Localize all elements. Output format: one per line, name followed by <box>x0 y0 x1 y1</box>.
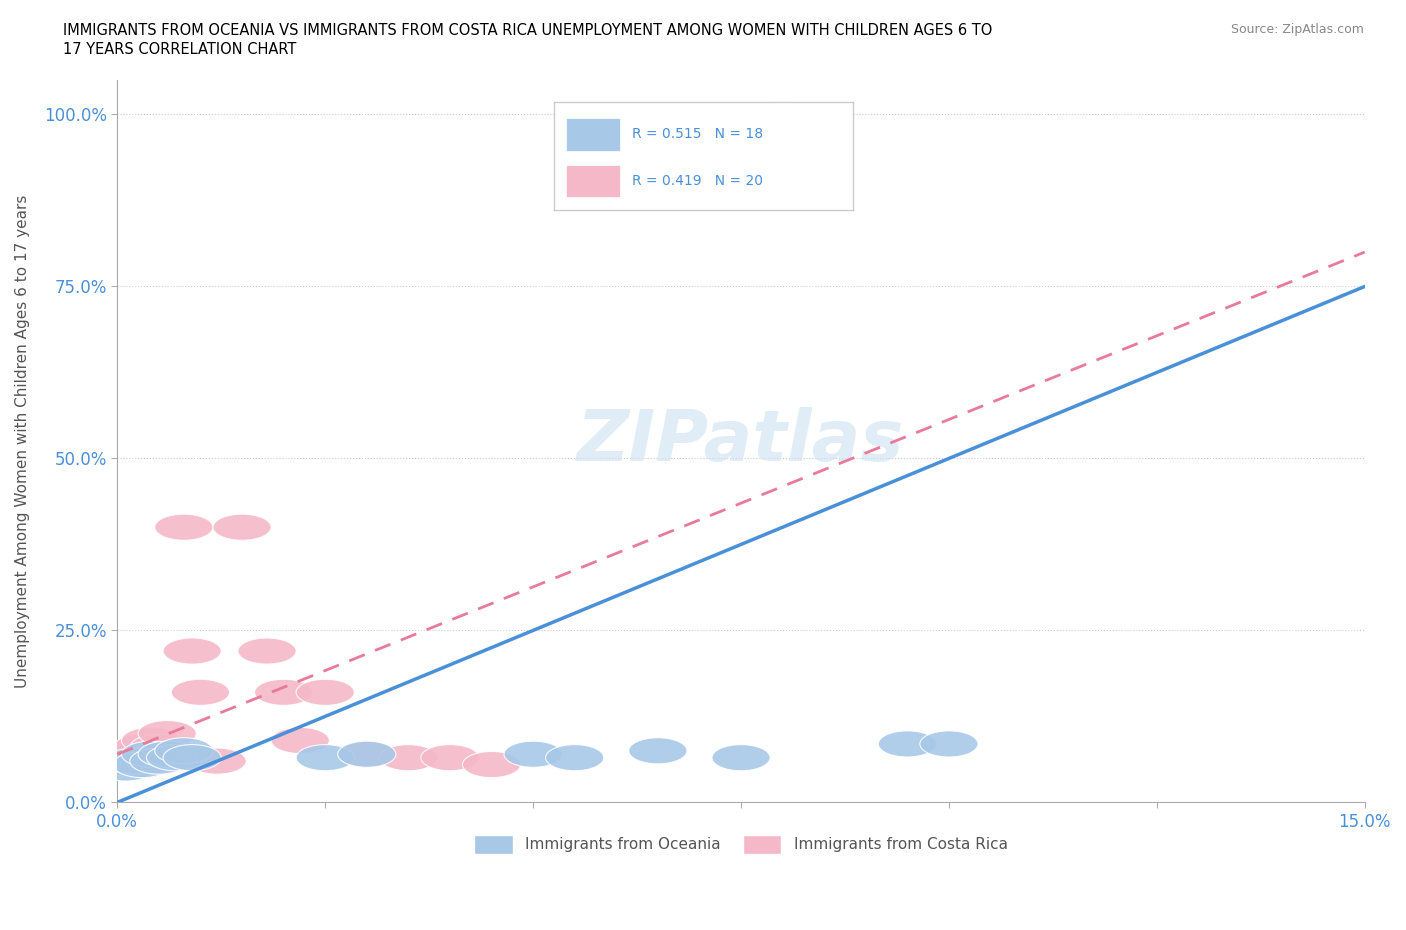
Ellipse shape <box>212 514 271 540</box>
Ellipse shape <box>97 755 155 781</box>
Ellipse shape <box>463 751 520 777</box>
Ellipse shape <box>297 745 354 771</box>
Ellipse shape <box>754 101 811 127</box>
Ellipse shape <box>163 638 221 664</box>
Y-axis label: Unemployment Among Women with Children Ages 6 to 17 years: Unemployment Among Women with Children A… <box>15 194 30 688</box>
Ellipse shape <box>271 727 329 753</box>
Ellipse shape <box>628 737 688 764</box>
Ellipse shape <box>146 741 205 767</box>
Ellipse shape <box>503 741 562 767</box>
Ellipse shape <box>380 745 437 771</box>
Ellipse shape <box>238 638 297 664</box>
Ellipse shape <box>138 741 197 767</box>
Ellipse shape <box>121 727 180 753</box>
Ellipse shape <box>337 741 396 767</box>
Ellipse shape <box>879 731 936 757</box>
Ellipse shape <box>155 514 212 540</box>
Ellipse shape <box>105 748 163 774</box>
Ellipse shape <box>546 745 603 771</box>
Ellipse shape <box>105 748 163 774</box>
Text: ZIPatlas: ZIPatlas <box>578 406 904 476</box>
Ellipse shape <box>172 679 229 705</box>
Ellipse shape <box>138 721 197 747</box>
Ellipse shape <box>155 737 212 764</box>
Ellipse shape <box>121 741 180 767</box>
Ellipse shape <box>920 731 979 757</box>
Ellipse shape <box>254 679 312 705</box>
Text: IMMIGRANTS FROM OCEANIA VS IMMIGRANTS FROM COSTA RICA UNEMPLOYMENT AMONG WOMEN W: IMMIGRANTS FROM OCEANIA VS IMMIGRANTS FR… <box>63 23 993 38</box>
Ellipse shape <box>129 735 188 761</box>
Ellipse shape <box>297 679 354 705</box>
Text: Source: ZipAtlas.com: Source: ZipAtlas.com <box>1230 23 1364 36</box>
Ellipse shape <box>163 745 221 771</box>
Ellipse shape <box>112 751 172 777</box>
Ellipse shape <box>188 748 246 774</box>
Text: 17 YEARS CORRELATION CHART: 17 YEARS CORRELATION CHART <box>63 42 297 57</box>
Ellipse shape <box>97 741 155 767</box>
Ellipse shape <box>112 735 172 761</box>
Ellipse shape <box>146 745 205 771</box>
Ellipse shape <box>129 748 188 774</box>
Ellipse shape <box>420 745 479 771</box>
Legend: Immigrants from Oceania, Immigrants from Costa Rica: Immigrants from Oceania, Immigrants from… <box>468 829 1014 859</box>
Ellipse shape <box>711 745 770 771</box>
Ellipse shape <box>337 741 396 767</box>
